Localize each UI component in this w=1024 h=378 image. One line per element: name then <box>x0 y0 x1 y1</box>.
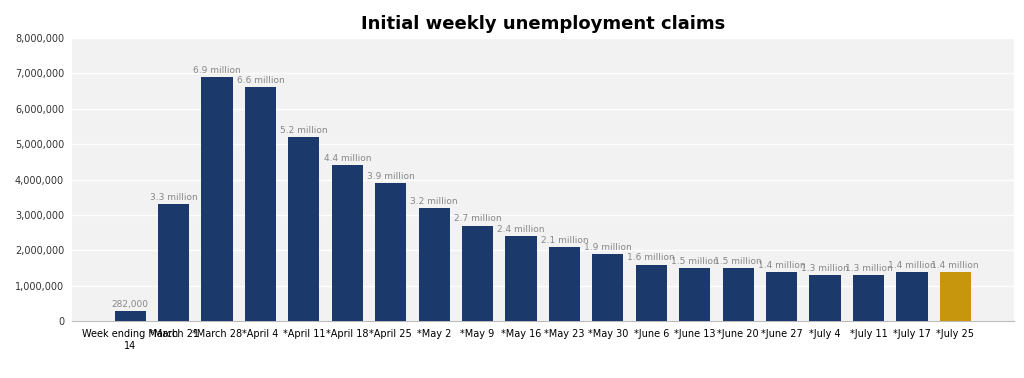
Bar <box>245 87 276 321</box>
Bar <box>419 208 450 321</box>
Bar <box>809 275 841 321</box>
Bar <box>158 204 189 321</box>
Bar <box>940 272 971 321</box>
Text: 3.3 million: 3.3 million <box>150 193 198 202</box>
Text: 1.5 million: 1.5 million <box>671 257 719 266</box>
Text: 2.1 million: 2.1 million <box>541 236 588 245</box>
Bar <box>288 137 319 321</box>
Bar <box>896 272 928 321</box>
Text: 1.6 million: 1.6 million <box>628 254 675 262</box>
Text: 6.6 million: 6.6 million <box>237 76 285 85</box>
Text: 4.4 million: 4.4 million <box>324 154 371 163</box>
Text: 3.2 million: 3.2 million <box>411 197 458 206</box>
Text: 1.3 million: 1.3 million <box>845 264 892 273</box>
Text: 1.4 million: 1.4 million <box>888 260 936 270</box>
Text: 1.5 million: 1.5 million <box>715 257 762 266</box>
Bar <box>115 311 145 321</box>
Bar <box>332 166 362 321</box>
Title: Initial weekly unemployment claims: Initial weekly unemployment claims <box>360 15 725 34</box>
Bar <box>462 226 494 321</box>
Text: 2.4 million: 2.4 million <box>498 225 545 234</box>
Bar <box>592 254 624 321</box>
Text: 5.2 million: 5.2 million <box>280 126 328 135</box>
Bar <box>202 77 232 321</box>
Bar <box>766 272 798 321</box>
Bar <box>679 268 711 321</box>
Text: 1.4 million: 1.4 million <box>758 260 806 270</box>
Text: 3.9 million: 3.9 million <box>367 172 415 181</box>
Text: 2.7 million: 2.7 million <box>454 214 502 223</box>
Bar <box>549 247 580 321</box>
Bar <box>853 275 884 321</box>
Text: 1.9 million: 1.9 million <box>584 243 632 252</box>
Bar <box>636 265 667 321</box>
Bar <box>506 236 537 321</box>
Text: 1.3 million: 1.3 million <box>801 264 849 273</box>
Text: 6.9 million: 6.9 million <box>194 66 241 75</box>
Text: 282,000: 282,000 <box>112 300 148 309</box>
Bar <box>723 268 754 321</box>
Text: 1.4 million: 1.4 million <box>932 260 979 270</box>
Bar <box>375 183 407 321</box>
